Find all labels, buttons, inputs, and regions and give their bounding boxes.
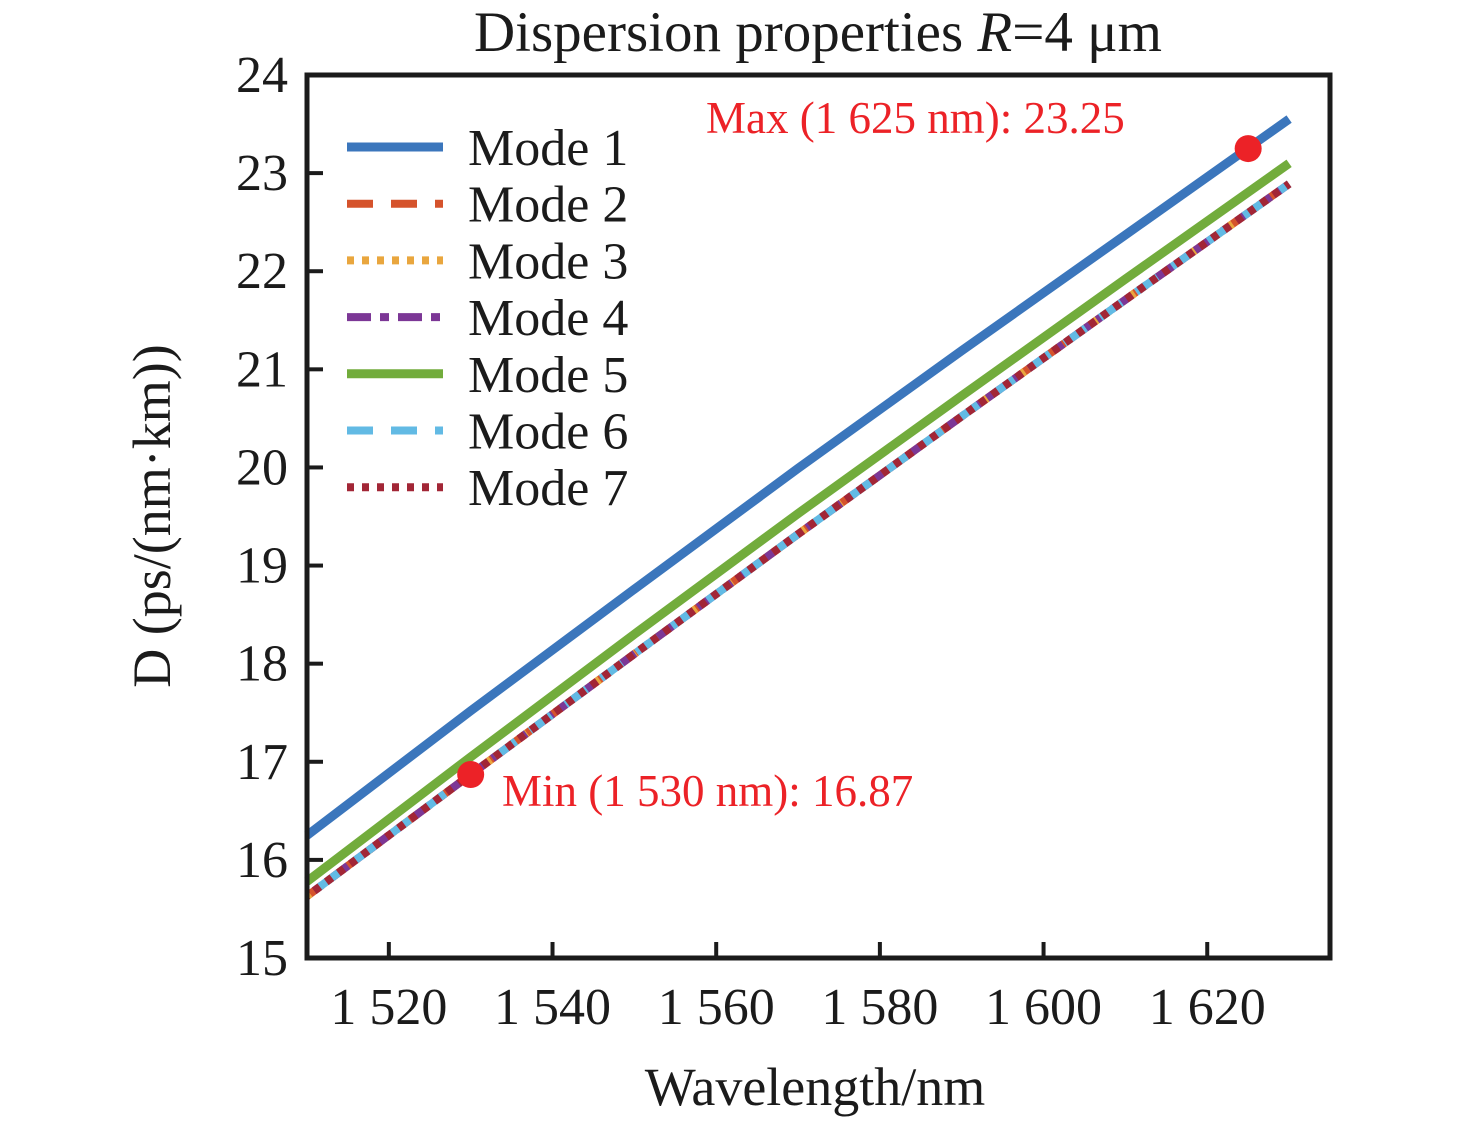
y-tick-label: 22 xyxy=(236,243,288,300)
y-tick-label: 24 xyxy=(236,47,288,104)
legend-label-mode-5: Mode 5 xyxy=(468,347,628,404)
x-tick-label: 1 600 xyxy=(985,979,1102,1036)
x-tick-label: 1 540 xyxy=(494,979,611,1036)
legend-label-mode-6: Mode 6 xyxy=(468,404,628,461)
chart-title-suffix: =4 μm xyxy=(1012,1,1163,64)
y-tick-label: 21 xyxy=(236,341,288,398)
y-tick-label: 23 xyxy=(236,145,288,202)
y-tick-label: 19 xyxy=(236,538,288,595)
chart-title: Dispersion properties R=4 μm xyxy=(310,1,1326,65)
legend-label-mode-3: Mode 3 xyxy=(468,233,628,290)
x-tick-label: 1 520 xyxy=(330,979,447,1036)
legend-label-mode-4: Mode 4 xyxy=(468,290,628,347)
y-tick-label: 18 xyxy=(236,636,288,693)
x-tick-label: 1 620 xyxy=(1149,979,1266,1036)
legend-label-mode-1: Mode 1 xyxy=(468,120,628,177)
axes-frame xyxy=(304,72,1333,961)
x-tick-label: 1 560 xyxy=(658,979,775,1036)
series-line-mode-5 xyxy=(304,159,1292,886)
y-tick-label: 20 xyxy=(236,439,288,496)
legend-label-mode-7: Mode 7 xyxy=(468,460,628,517)
y-tick-label: 17 xyxy=(236,734,288,791)
x-axis-label: Wavelength/nm xyxy=(644,1057,986,1117)
max-marker-dot xyxy=(1234,135,1262,163)
min-annotation: Min (1 530 nm): 16.87 xyxy=(502,766,914,816)
y-tick-label: 15 xyxy=(236,930,288,987)
min-marker-dot xyxy=(457,761,485,789)
chart-title-prefix: Dispersion properties xyxy=(473,1,978,64)
chart-title-variable: R xyxy=(977,1,1013,64)
max-annotation: Max (1 625 nm): 23.25 xyxy=(706,93,1125,143)
y-axis-label: D (ps/(nm·km)) xyxy=(122,344,182,688)
x-tick-label: 1 580 xyxy=(821,979,938,1036)
series-line-mode-1 xyxy=(304,115,1292,839)
series-line-mode-7 xyxy=(304,180,1292,900)
legend-label-mode-2: Mode 2 xyxy=(468,177,628,234)
y-tick-label: 16 xyxy=(236,832,288,889)
